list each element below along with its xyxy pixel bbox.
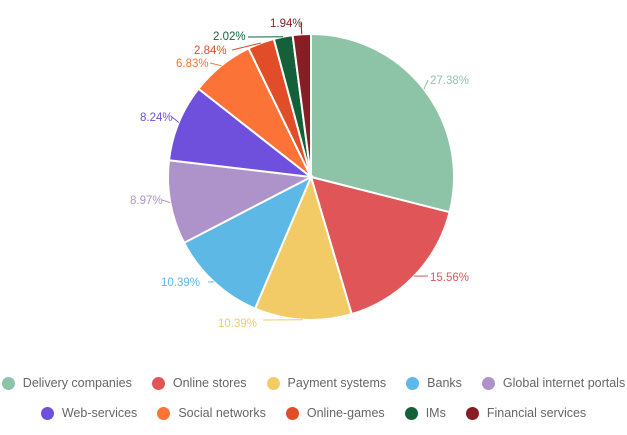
legend-row: Web-services Social networks Online-games I… — [0, 406, 627, 420]
leader-line-financial-services — [300, 22, 303, 35]
legend-label: Financial services — [486, 406, 587, 420]
legend-label: Global internet portals — [502, 376, 626, 390]
data-label-online-games: 2.84% — [194, 45, 227, 57]
leader-line-global-internet-portals — [161, 199, 171, 204]
data-label-payment-systems: 10.39% — [218, 318, 257, 330]
legend-label: Social networks — [178, 406, 266, 420]
leader-line-delivery-companies — [423, 79, 429, 90]
data-label-delivery-companies: 27.38% — [430, 75, 469, 87]
data-label-banks: 10.39% — [161, 277, 200, 289]
legend-item-payment-systems[interactable]: Payment systems — [266, 376, 387, 390]
legend-label: Online stores — [172, 376, 247, 390]
legend-label: Online-games — [306, 406, 385, 420]
legend-item-delivery-companies[interactable]: Delivery companies — [1, 376, 132, 390]
pie-slice-banks — [182, 174, 314, 310]
legend-item-ims[interactable]: IMs — [404, 406, 446, 420]
leader-line-social-networks — [209, 62, 222, 67]
legend-swatch — [404, 406, 418, 420]
legend-item-global-internet-portals[interactable]: Global internet portals — [481, 376, 626, 390]
legend-item-online-games[interactable]: Online-games — [285, 406, 385, 420]
pie-slice-online-stores — [309, 175, 451, 316]
data-label-financial-services: 1.94% — [270, 18, 303, 30]
data-label-global-internet-portals: 8.97% — [130, 195, 163, 207]
legend-swatch — [406, 376, 420, 390]
legend-swatch — [40, 406, 54, 420]
legend-swatch — [285, 406, 299, 420]
leader-line-online-games — [231, 42, 262, 51]
legend-label: Banks — [427, 376, 462, 390]
legend-item-web-services[interactable]: Web-services — [40, 406, 138, 420]
legend-swatch — [266, 376, 280, 390]
pie-slice-delivery-companies — [310, 32, 455, 214]
legend-item-banks[interactable]: Banks — [406, 376, 462, 390]
data-label-web-services: 8.24% — [140, 112, 173, 124]
legend-swatch — [1, 376, 15, 390]
legend-label: Delivery companies — [22, 376, 132, 390]
legend-label: Web-services — [61, 406, 138, 420]
legend-item-financial-services[interactable]: Financial services — [465, 406, 587, 420]
legend-swatch — [157, 406, 171, 420]
legend-item-social-networks[interactable]: Social networks — [157, 406, 266, 420]
data-label-social-networks: 6.83% — [176, 58, 209, 70]
legend-swatch — [465, 406, 479, 420]
legend-label: Payment systems — [287, 376, 387, 390]
legend-label: IMs — [425, 406, 446, 420]
legend-swatch — [151, 376, 165, 390]
pie-chart-svg: 27.38%15.56%10.39%10.39%8.97%8.24%6.83%2… — [130, 18, 469, 330]
leader-line-web-services — [171, 116, 180, 123]
pie-slice-global-internet-portals — [167, 159, 315, 245]
legend-swatch — [481, 376, 495, 390]
legend-item-online-stores[interactable]: Online stores — [151, 376, 247, 390]
legend-row: Delivery companies Online stores Payment s… — [0, 376, 627, 390]
data-label-online-stores: 15.56% — [430, 272, 469, 284]
data-label-ims: 2.02% — [213, 31, 246, 43]
